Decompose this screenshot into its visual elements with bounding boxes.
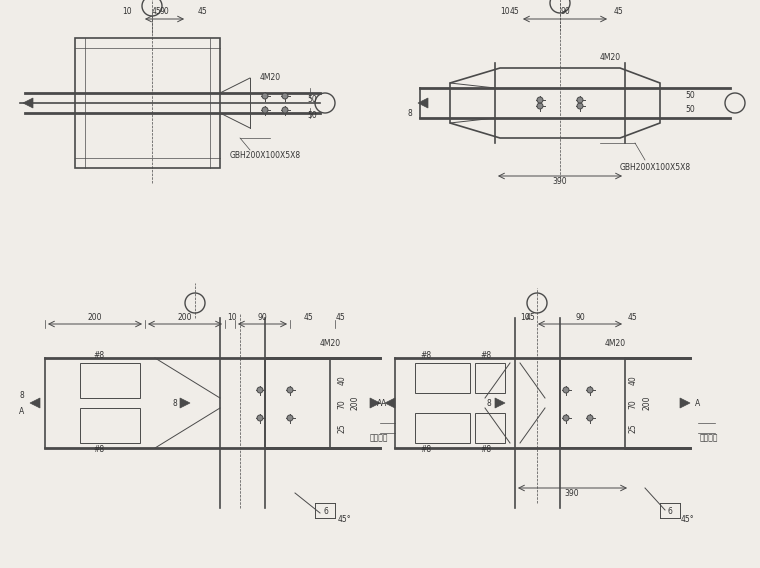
Text: #8: #8 — [93, 350, 104, 360]
Text: 钉平扣具: 钉平扣具 — [370, 433, 388, 442]
Bar — [75, 38, 220, 168]
Text: A: A — [695, 399, 701, 407]
Text: A: A — [382, 399, 387, 407]
Circle shape — [262, 93, 268, 99]
Circle shape — [257, 415, 263, 421]
Polygon shape — [30, 398, 40, 408]
Bar — [560, 358, 625, 448]
Text: 10: 10 — [500, 6, 510, 15]
Bar — [475, 413, 505, 443]
Text: 70: 70 — [629, 399, 638, 409]
Polygon shape — [495, 398, 505, 408]
Circle shape — [537, 103, 543, 109]
Text: 50: 50 — [307, 111, 317, 120]
Text: 25: 25 — [629, 423, 638, 433]
Text: 8: 8 — [486, 399, 492, 407]
Bar — [415, 363, 470, 393]
Text: 390: 390 — [565, 488, 579, 498]
Text: 45: 45 — [303, 314, 313, 323]
Text: 钉平扣具: 钉平扣具 — [700, 433, 718, 442]
Text: 390: 390 — [553, 177, 567, 186]
Text: 70: 70 — [337, 399, 347, 409]
Text: 200: 200 — [642, 396, 651, 410]
Circle shape — [587, 387, 593, 393]
Text: 45: 45 — [526, 314, 536, 323]
Text: #8: #8 — [420, 445, 431, 454]
Text: GBH200X100X5X8: GBH200X100X5X8 — [620, 164, 691, 173]
Circle shape — [257, 387, 263, 393]
Text: 8: 8 — [173, 399, 177, 407]
Text: 4M20: 4M20 — [604, 339, 625, 348]
Text: 45: 45 — [628, 314, 638, 323]
Text: 200: 200 — [178, 314, 192, 323]
Circle shape — [287, 415, 293, 421]
Polygon shape — [370, 398, 380, 408]
Text: 8: 8 — [407, 108, 413, 118]
Text: 200: 200 — [350, 396, 359, 410]
Text: 45°: 45° — [337, 516, 351, 524]
Text: 90: 90 — [257, 314, 267, 323]
Text: #8: #8 — [480, 445, 491, 454]
Circle shape — [563, 415, 569, 421]
Text: 4M20: 4M20 — [319, 339, 340, 348]
Bar — [80, 363, 140, 398]
Text: 6: 6 — [324, 507, 328, 516]
Text: 45: 45 — [152, 6, 162, 15]
Text: 200: 200 — [87, 314, 103, 323]
Text: #8: #8 — [480, 350, 491, 360]
Text: 45: 45 — [335, 314, 345, 323]
Text: 10: 10 — [520, 314, 530, 323]
Circle shape — [577, 97, 583, 103]
Polygon shape — [680, 398, 690, 408]
Bar — [415, 413, 470, 443]
Text: 45: 45 — [197, 6, 207, 15]
Circle shape — [282, 107, 288, 113]
Circle shape — [577, 103, 583, 109]
Text: 10: 10 — [227, 314, 237, 323]
Text: 90: 90 — [159, 6, 169, 15]
Polygon shape — [418, 98, 428, 108]
Text: 50: 50 — [685, 106, 695, 115]
Text: A: A — [19, 407, 24, 416]
Text: 90: 90 — [560, 6, 570, 15]
Text: 40: 40 — [629, 375, 638, 385]
Circle shape — [587, 415, 593, 421]
Text: 10: 10 — [122, 6, 131, 15]
Text: #8: #8 — [420, 350, 431, 360]
Text: 90: 90 — [575, 314, 585, 323]
Text: A: A — [378, 399, 382, 407]
Text: 8: 8 — [20, 391, 24, 399]
Polygon shape — [23, 98, 33, 108]
Bar — [475, 363, 505, 393]
Circle shape — [262, 107, 268, 113]
Text: 4M20: 4M20 — [600, 53, 621, 62]
Text: GBH200X100X5X8: GBH200X100X5X8 — [230, 152, 301, 161]
Bar — [80, 408, 140, 443]
Text: 45: 45 — [613, 6, 623, 15]
Text: 45°: 45° — [680, 516, 694, 524]
Polygon shape — [180, 398, 190, 408]
Polygon shape — [385, 398, 395, 408]
Text: 50: 50 — [307, 95, 317, 105]
Text: 4M20: 4M20 — [259, 73, 280, 82]
Text: #8: #8 — [93, 445, 104, 454]
Bar — [265, 358, 330, 448]
Circle shape — [287, 387, 293, 393]
Circle shape — [282, 93, 288, 99]
Circle shape — [537, 97, 543, 103]
Text: 40: 40 — [337, 375, 347, 385]
Text: 25: 25 — [337, 423, 347, 433]
Circle shape — [563, 387, 569, 393]
Text: 6: 6 — [667, 507, 673, 516]
Text: 45: 45 — [510, 6, 520, 15]
Text: 50: 50 — [685, 91, 695, 101]
